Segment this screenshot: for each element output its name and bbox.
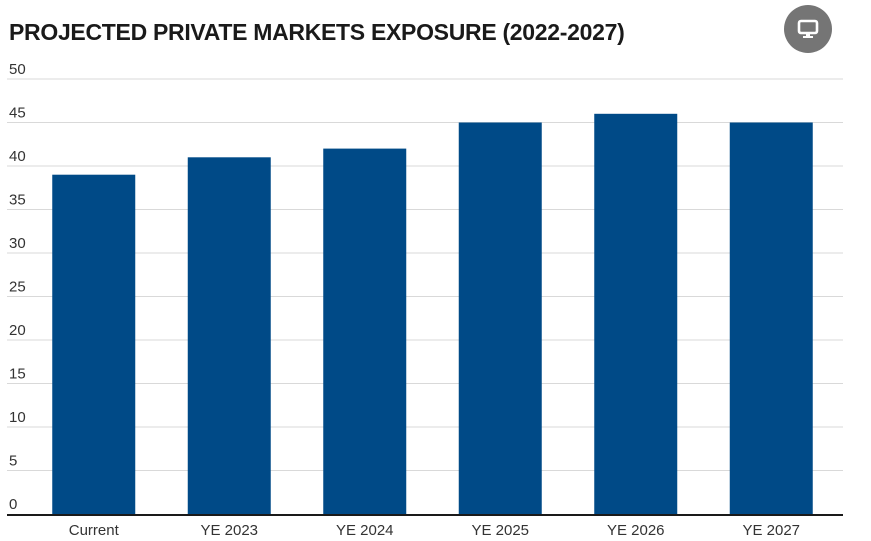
present-button[interactable] [784, 5, 832, 53]
x-tick-label: Current [69, 522, 120, 539]
x-tick-label: YE 2027 [742, 522, 800, 539]
bar[interactable] [52, 174, 136, 514]
x-tick-label: YE 2026 [607, 522, 665, 539]
grid-lines [7, 78, 843, 471]
bar[interactable] [729, 122, 813, 515]
chart-title: PROJECTED PRIVATE MARKETS EXPOSURE (2022… [9, 19, 625, 45]
y-tick-label: 35 [9, 192, 26, 209]
y-tick-label: 40 [9, 148, 26, 165]
y-tick-label: 20 [9, 322, 26, 339]
x-tick-label: YE 2024 [336, 522, 394, 539]
y-tick-label: 25 [9, 279, 26, 296]
bar[interactable] [458, 122, 542, 515]
bar[interactable] [594, 113, 678, 515]
y-tick-label: 5 [9, 453, 17, 470]
bars [52, 113, 813, 515]
bar[interactable] [187, 157, 271, 515]
y-tick-label: 10 [9, 409, 26, 426]
y-axis-ticks: 0 5 10 15 20 25 30 35 40 45 50 [9, 61, 26, 513]
x-tick-label: YE 2025 [471, 522, 529, 539]
x-axis-ticks: Current YE 2023 YE 2024 YE 2025 YE 2026 YE 20… [69, 522, 800, 539]
y-tick-label: 45 [9, 105, 26, 122]
y-tick-label: 30 [9, 235, 26, 252]
monitor-icon [797, 19, 819, 38]
y-tick-label: 15 [9, 366, 26, 383]
y-tick-label: 0 [9, 496, 17, 513]
bar[interactable] [323, 148, 407, 514]
x-tick-label: YE 2023 [200, 522, 258, 539]
y-tick-label: 50 [9, 61, 26, 78]
